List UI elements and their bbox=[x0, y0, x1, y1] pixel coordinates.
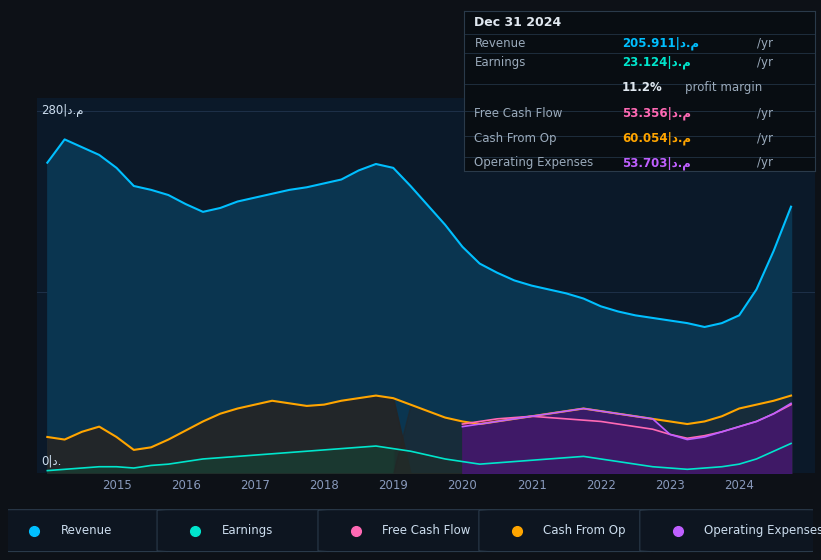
FancyBboxPatch shape bbox=[640, 510, 821, 552]
Text: /yr: /yr bbox=[757, 56, 773, 69]
Text: /yr: /yr bbox=[757, 37, 773, 50]
Text: Operating Expenses: Operating Expenses bbox=[704, 524, 821, 537]
Text: /yr: /yr bbox=[757, 156, 773, 170]
Text: Cash From Op: Cash From Op bbox=[475, 132, 557, 144]
Text: /yr: /yr bbox=[757, 132, 773, 144]
Text: Free Cash Flow: Free Cash Flow bbox=[475, 107, 562, 120]
Text: Free Cash Flow: Free Cash Flow bbox=[383, 524, 470, 537]
Text: Revenue: Revenue bbox=[475, 37, 525, 50]
Text: Operating Expenses: Operating Expenses bbox=[475, 156, 594, 170]
Text: /yr: /yr bbox=[757, 107, 773, 120]
FancyBboxPatch shape bbox=[318, 510, 499, 552]
FancyBboxPatch shape bbox=[0, 510, 177, 552]
FancyBboxPatch shape bbox=[157, 510, 338, 552]
Text: Revenue: Revenue bbox=[61, 524, 112, 537]
Text: 280|د.م: 280|د.م bbox=[41, 104, 84, 116]
Text: 53.356|د.م: 53.356|د.م bbox=[622, 107, 691, 120]
Text: profit margin: profit margin bbox=[686, 81, 763, 95]
Text: 60.054|د.م: 60.054|د.م bbox=[622, 132, 691, 145]
Text: Dec 31 2024: Dec 31 2024 bbox=[475, 16, 562, 29]
Text: 11.2%: 11.2% bbox=[622, 81, 663, 95]
Text: 23.124|د.م: 23.124|د.م bbox=[622, 56, 690, 69]
FancyBboxPatch shape bbox=[479, 510, 660, 552]
Text: 0|د.: 0|د. bbox=[41, 455, 62, 468]
Text: 53.703|د.م: 53.703|د.م bbox=[622, 156, 690, 170]
Text: Cash From Op: Cash From Op bbox=[544, 524, 626, 537]
Text: Earnings: Earnings bbox=[222, 524, 273, 537]
Text: 205.911|د.م: 205.911|د.م bbox=[622, 37, 699, 50]
Text: Earnings: Earnings bbox=[475, 56, 525, 69]
